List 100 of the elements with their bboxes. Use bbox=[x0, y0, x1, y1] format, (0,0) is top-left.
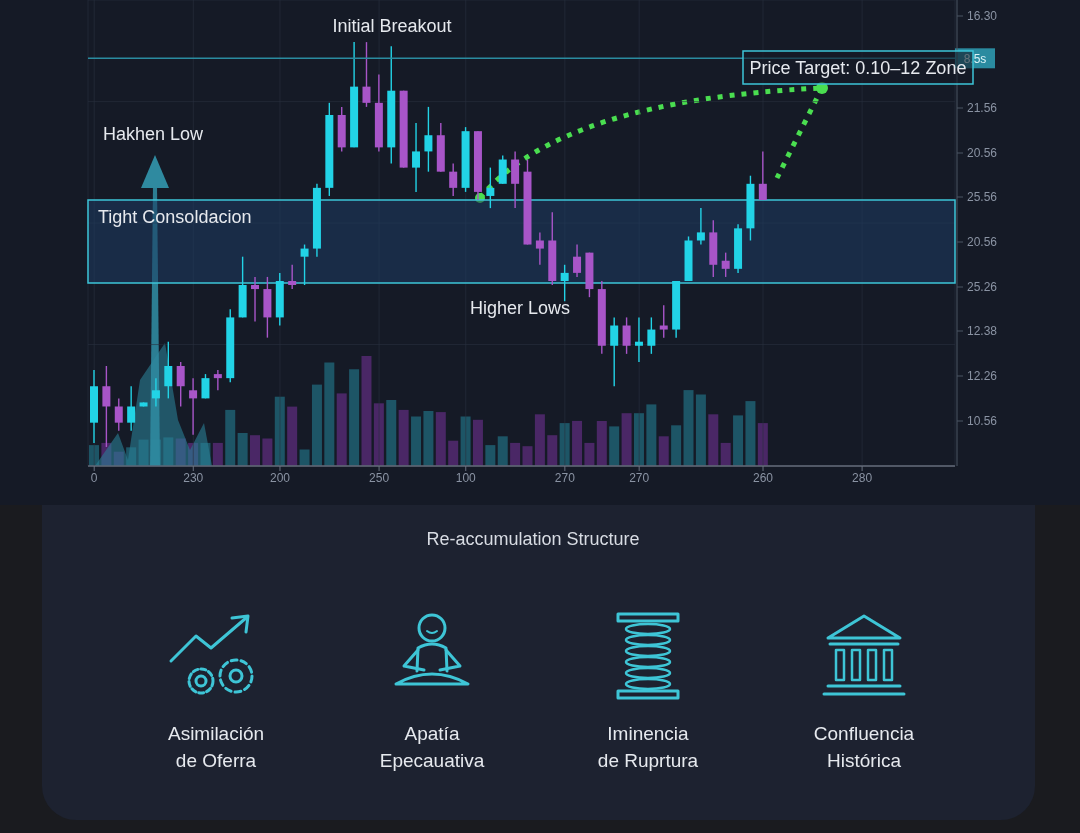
candlestick bbox=[721, 251, 730, 278]
bar bbox=[386, 400, 397, 466]
bar bbox=[225, 409, 236, 466]
x-tick-label: 230 bbox=[183, 470, 204, 485]
text: 20.56 bbox=[967, 235, 998, 249]
bar bbox=[262, 438, 273, 466]
bar bbox=[398, 409, 409, 466]
x-tick-label: 250 bbox=[369, 470, 390, 485]
candlestick bbox=[151, 377, 160, 408]
bar bbox=[163, 437, 174, 466]
text: 20.56 bbox=[967, 146, 998, 160]
candlestick bbox=[189, 377, 198, 436]
text: 12.26 bbox=[967, 369, 998, 383]
text: 21.56 bbox=[967, 101, 998, 115]
bar bbox=[596, 420, 607, 466]
text: 16.30 bbox=[967, 9, 998, 23]
bar bbox=[250, 435, 261, 466]
bar bbox=[188, 442, 199, 466]
text: 10.56 bbox=[967, 414, 998, 428]
text: 25.26 bbox=[967, 280, 998, 294]
x-tick-label: 200 bbox=[269, 470, 291, 485]
bar bbox=[336, 393, 347, 466]
x-tick-label: 260 bbox=[753, 470, 774, 485]
candlestick bbox=[647, 316, 656, 355]
x-tick-label: 100 bbox=[455, 470, 477, 485]
bar bbox=[485, 445, 496, 466]
bar bbox=[89, 445, 99, 466]
bar bbox=[671, 425, 682, 466]
bar bbox=[237, 433, 248, 466]
bar bbox=[497, 436, 508, 466]
x-tick-label: 280 bbox=[852, 470, 873, 485]
bar bbox=[287, 406, 298, 466]
bar bbox=[324, 362, 335, 466]
text: Iminencia de Ruprtura bbox=[597, 723, 699, 771]
candlestick bbox=[288, 264, 297, 290]
bar bbox=[349, 369, 360, 466]
bar bbox=[274, 396, 285, 466]
bar bbox=[299, 449, 310, 466]
text: Apatía Epecauativa bbox=[379, 723, 485, 771]
bar bbox=[547, 435, 558, 466]
bar bbox=[646, 404, 657, 466]
bar bbox=[472, 419, 483, 466]
bar bbox=[200, 442, 211, 466]
bar bbox=[559, 423, 570, 466]
bar bbox=[113, 451, 124, 466]
candlestick bbox=[622, 316, 631, 355]
x-tick-label: 270 bbox=[554, 470, 576, 485]
candlestick bbox=[535, 231, 544, 266]
candlestick bbox=[412, 122, 421, 193]
bar bbox=[708, 414, 719, 466]
candlestick bbox=[300, 243, 309, 286]
text: 25.56 bbox=[967, 190, 998, 204]
candlestick bbox=[127, 385, 136, 432]
bar bbox=[584, 442, 595, 466]
annotation: Higher Lows bbox=[469, 298, 571, 318]
candlestick bbox=[758, 150, 767, 201]
bar bbox=[460, 416, 471, 466]
bar bbox=[311, 384, 322, 466]
candlestick bbox=[114, 397, 123, 432]
text: Asimilación de Oferra bbox=[167, 723, 265, 771]
candlestick bbox=[362, 41, 371, 108]
text: Initial Breakout bbox=[332, 16, 452, 36]
candlestick bbox=[449, 162, 458, 197]
bar bbox=[534, 414, 545, 466]
bar bbox=[572, 420, 583, 466]
annotation: Hakhen Low bbox=[102, 124, 205, 144]
candlestick bbox=[610, 316, 619, 387]
bar bbox=[423, 411, 434, 466]
candlestick bbox=[176, 361, 185, 408]
text: Re-accumulation Structure bbox=[426, 529, 640, 549]
bar bbox=[720, 442, 731, 466]
bar bbox=[361, 356, 372, 466]
candlestick bbox=[560, 264, 569, 302]
bar bbox=[633, 413, 644, 466]
bar bbox=[175, 438, 186, 466]
candlestick bbox=[213, 369, 222, 391]
candlestick bbox=[696, 207, 705, 246]
bar bbox=[448, 440, 459, 466]
bar bbox=[435, 412, 446, 466]
candlestick bbox=[573, 243, 582, 278]
bar bbox=[522, 446, 533, 466]
candlestick bbox=[201, 373, 210, 400]
text: 12.38 bbox=[967, 324, 998, 338]
x-tick-label: 0 bbox=[90, 470, 98, 485]
bar bbox=[411, 416, 422, 466]
bar bbox=[212, 442, 223, 466]
band-label: Tight Consoldacion bbox=[98, 206, 252, 227]
x-tick-label: 270 bbox=[629, 470, 650, 485]
bar bbox=[658, 436, 669, 466]
bar bbox=[609, 426, 620, 466]
bar bbox=[138, 439, 149, 466]
bar bbox=[621, 413, 632, 466]
bar bbox=[126, 447, 137, 466]
bar bbox=[757, 423, 768, 466]
candlestick bbox=[634, 316, 643, 363]
bar bbox=[510, 442, 521, 466]
text: Confluencia Histórica bbox=[813, 723, 915, 771]
candlestick bbox=[486, 166, 495, 209]
bar bbox=[101, 442, 112, 466]
bar bbox=[695, 394, 706, 466]
